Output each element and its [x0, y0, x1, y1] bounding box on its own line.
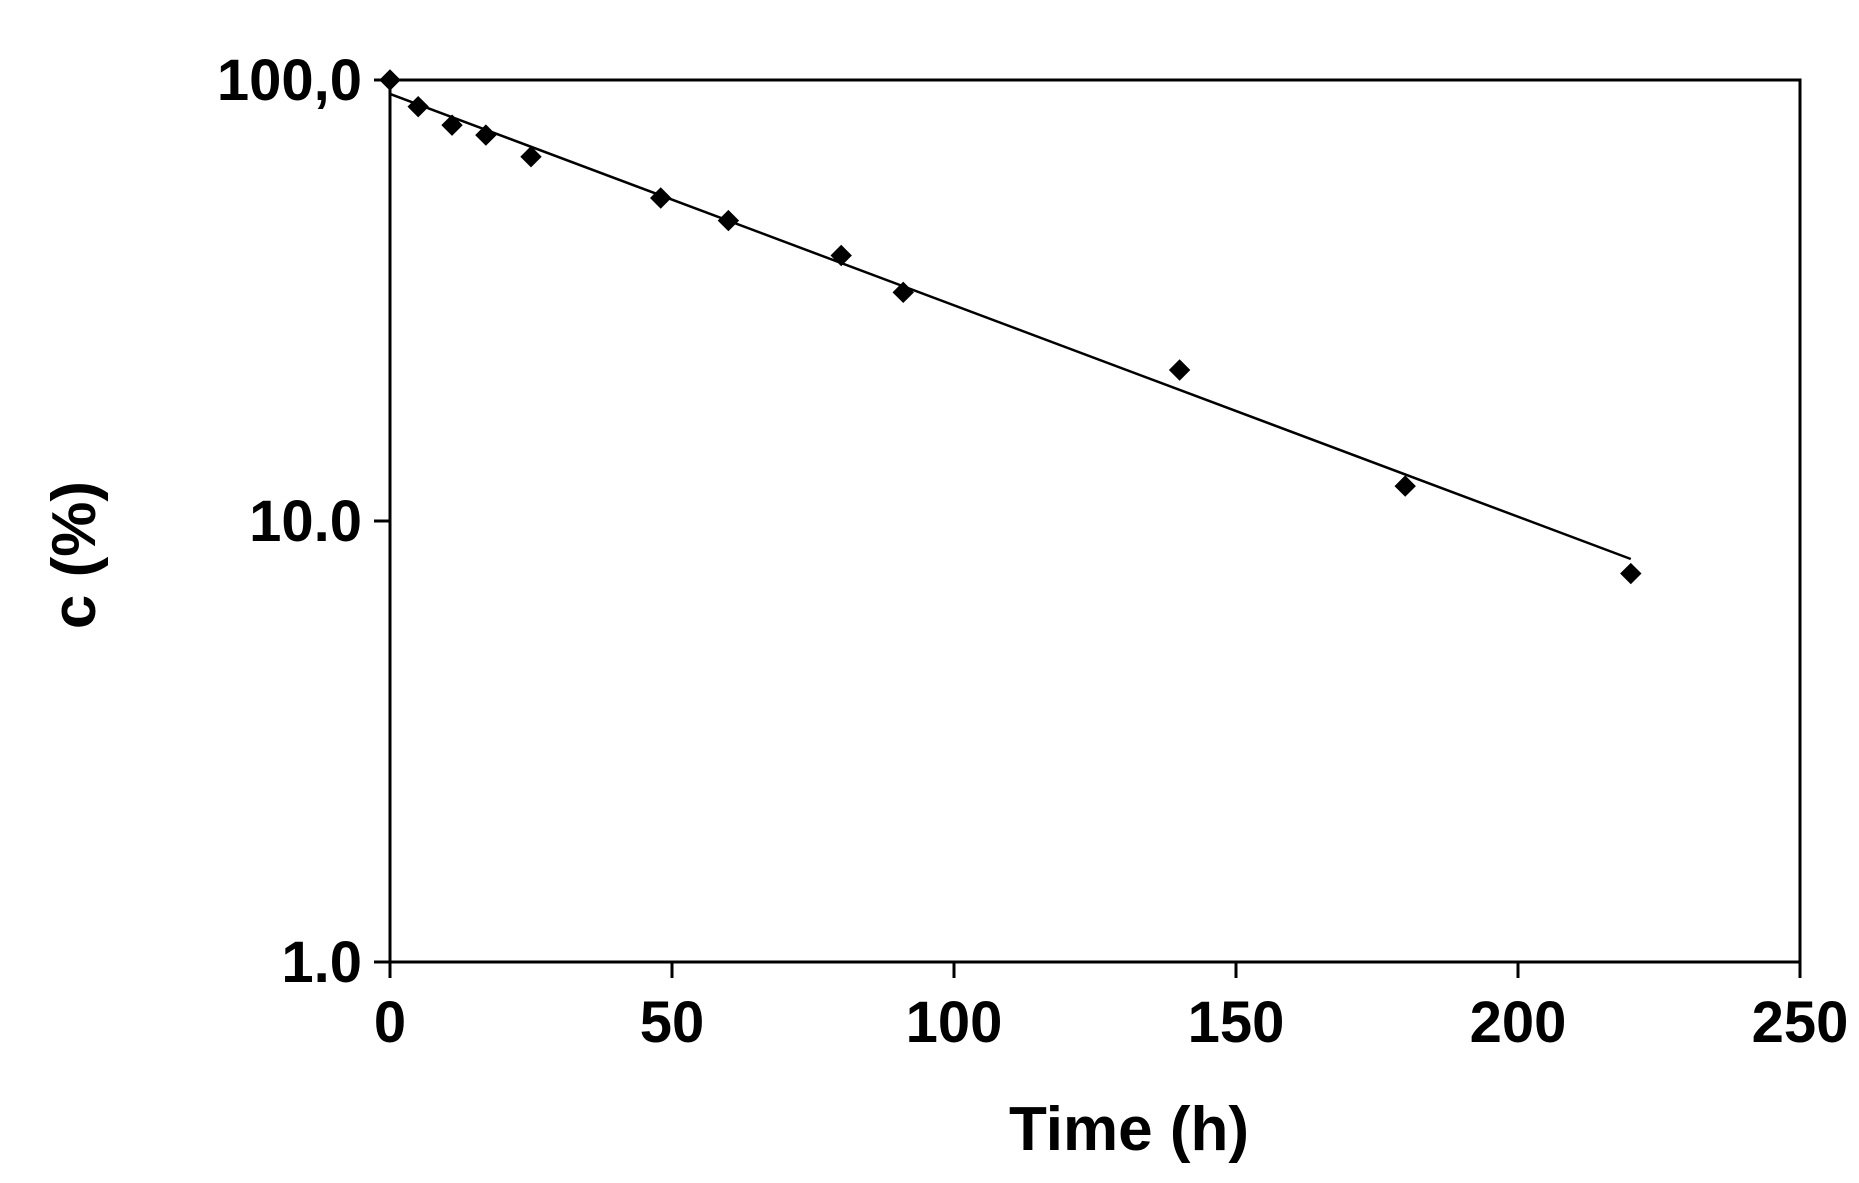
data-points	[379, 69, 1642, 585]
data-point	[475, 124, 497, 146]
plot-frame	[388, 78, 1802, 964]
data-point	[379, 69, 401, 91]
trendline-path	[389, 92, 1632, 561]
x-tick-label: 0	[374, 990, 406, 1055]
data-point	[407, 95, 429, 118]
x-tick-label: 150	[1188, 990, 1285, 1055]
x-tick-label: 50	[640, 990, 705, 1055]
y-tick-label: 1.0	[281, 930, 362, 995]
y-tick-label: 10.0	[249, 489, 362, 554]
x-tick-label: 100	[906, 990, 1003, 1055]
y-tick-label: 100,0	[217, 48, 362, 113]
data-point	[892, 281, 914, 304]
x-axis-ticks: 0 50 100 150 200 250	[374, 962, 1849, 1055]
data-point	[1620, 562, 1642, 585]
trendline	[389, 92, 1632, 561]
y-axis-title: c (%)	[40, 481, 109, 629]
x-tick-label: 250	[1752, 990, 1849, 1055]
data-point	[717, 209, 740, 232]
data-point	[1394, 475, 1416, 497]
data-point	[1168, 359, 1191, 381]
y-axis-ticks: 1.0 10.0 100,0	[217, 48, 390, 995]
x-tick-label: 200	[1470, 990, 1567, 1055]
data-point	[520, 145, 542, 168]
x-axis-title: Time (h)	[1009, 1095, 1249, 1164]
data-point	[830, 244, 852, 267]
data-point	[441, 114, 463, 136]
data-point	[650, 187, 672, 209]
